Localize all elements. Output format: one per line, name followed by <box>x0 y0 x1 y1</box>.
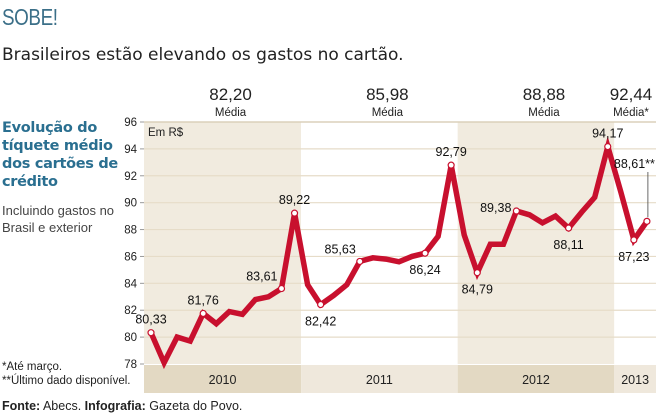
year-label: 2013 <box>621 373 649 387</box>
data-label: 81,76 <box>188 293 219 307</box>
data-point-marker <box>447 161 455 169</box>
data-point-marker <box>199 309 207 318</box>
footnote-2: **Último dado disponível. <box>2 375 131 387</box>
year-average-label: Média <box>528 107 560 119</box>
data-label: 88,11 <box>553 238 583 252</box>
year-averages: 82,20 Média 85,98 Média 88,88 Média 92,44 Média… <box>209 85 652 119</box>
data-point-marker <box>290 209 299 217</box>
year-average-value: 88,88 <box>523 85 566 104</box>
footnote-1: *Até março. <box>2 361 63 373</box>
data-label: 84,79 <box>462 283 493 297</box>
chart-subtitle: Incluindo gastos no Brasil e exterior <box>2 203 115 235</box>
data-point-marker <box>604 143 612 151</box>
data-labels: 80,33 81,76 83,61 89,22 82,42 85,63 86,24 92,79… <box>135 127 655 329</box>
unit-label: Em R$ <box>148 127 184 139</box>
source-text: Abecs. <box>40 399 85 413</box>
y-tick-label: 80 <box>124 332 137 344</box>
y-axis-ticks: 78 80 82 84 86 88 90 92 94 96 <box>124 117 144 371</box>
data-point-marker <box>630 236 638 244</box>
year-label: 2012 <box>522 373 550 387</box>
chart-title: Evolução do tíquete médio dos cartões de… <box>2 120 118 190</box>
year-cell-2013 <box>614 365 656 393</box>
year-label: 2011 <box>366 373 393 387</box>
y-tick-label: 82 <box>124 305 137 317</box>
data-point-marker <box>564 224 573 232</box>
year-average-label: Média* <box>613 107 649 119</box>
year-band-2012 <box>457 122 615 364</box>
y-tick-label: 86 <box>124 251 137 263</box>
data-label: 89,22 <box>279 193 310 207</box>
infographic-text: Gazeta do Povo. <box>145 399 243 413</box>
year-average-value: 92,44 <box>610 85 653 104</box>
kicker-title: SOBE! <box>2 4 58 30</box>
y-tick-label: 88 <box>124 225 137 237</box>
data-point-marker <box>317 300 325 309</box>
subtitle: Brasileiros estão elevando os gastos no … <box>2 45 404 65</box>
data-point-marker <box>473 269 481 277</box>
year-cell-2010 <box>144 365 302 393</box>
year-average-value: 85,98 <box>366 85 409 104</box>
y-tick-label: 78 <box>124 359 137 371</box>
data-point-marker <box>277 284 286 293</box>
data-label: 86,24 <box>409 263 440 277</box>
y-tick-label: 94 <box>124 144 137 156</box>
series-line-path <box>148 136 650 370</box>
data-label: 85,63 <box>325 242 356 256</box>
data-label: 83,61 <box>246 270 277 284</box>
data-label: 89,38 <box>480 201 511 215</box>
year-average-label: Média <box>372 107 404 119</box>
data-label: 94,17 <box>592 127 623 141</box>
year-cell-2011 <box>301 365 458 393</box>
source-label: Fonte: <box>2 399 41 413</box>
data-point-marker <box>643 217 651 225</box>
data-label: 87,23 <box>618 250 649 264</box>
year-average-value: 82,20 <box>209 85 252 104</box>
data-point-marker <box>147 329 155 337</box>
y-tick-label: 92 <box>124 171 137 183</box>
y-tick-label: 84 <box>124 278 137 290</box>
infographic-label: Infografia: <box>84 399 146 413</box>
series-line <box>147 136 651 370</box>
data-point-marker <box>421 249 429 257</box>
source-credit: Fonte: Abecs. Infografia: Gazeta do Povo… <box>2 399 242 413</box>
data-label: 82,42 <box>305 315 336 329</box>
year-axis: 2010 2011 2012 2013 <box>144 365 656 393</box>
data-label: 92,79 <box>436 145 467 159</box>
year-cell-2012 <box>457 365 615 393</box>
y-tick-label: 90 <box>124 198 137 210</box>
year-band-2010 <box>144 122 302 364</box>
data-label: 88,61** <box>614 157 655 171</box>
data-label: 80,33 <box>135 313 166 327</box>
year-label: 2010 <box>209 373 237 387</box>
data-point-marker <box>356 257 364 266</box>
y-tick-label: 96 <box>124 117 137 129</box>
data-point-marker <box>512 207 521 215</box>
year-average-label: Média <box>215 107 247 119</box>
